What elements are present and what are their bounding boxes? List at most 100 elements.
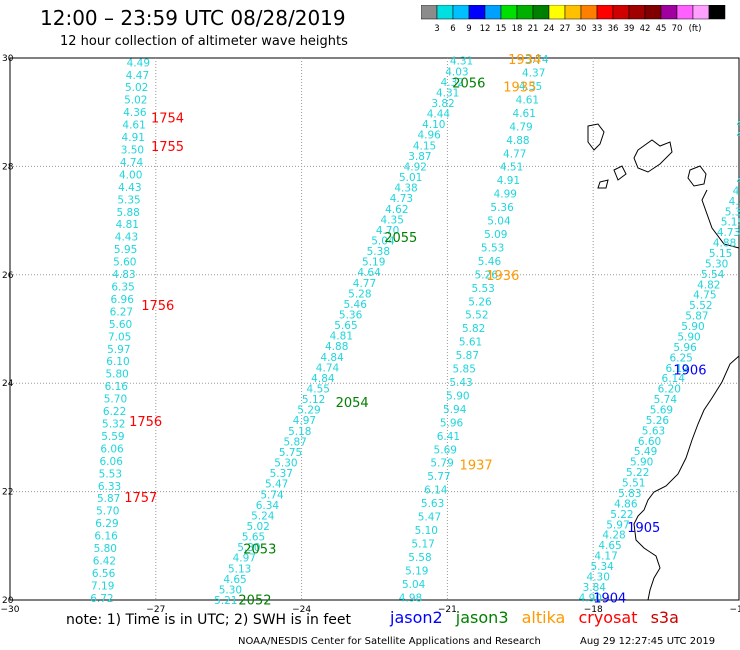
wave-height-value: 4.86 — [614, 498, 638, 510]
wave-height-value: 5.63 — [642, 425, 665, 437]
wave-height-value: 4.28 — [602, 530, 625, 542]
track-time-label: 1905 — [627, 521, 660, 536]
legend-s3a: s3a — [650, 608, 679, 627]
canary-island-gran-canaria — [687, 165, 707, 187]
footer-note-text: note: 1) Time is in UTC; 2) SWH is in fe… — [66, 612, 352, 628]
wave-height-value: 5.22 — [626, 467, 649, 479]
wave-height-value: 5.96 — [440, 417, 464, 429]
wave-height-value: 4.47 — [126, 70, 149, 82]
track-labels: 1754 1755 1756 1756 1757 1934 1935 1936 1937 2056… — [124, 53, 706, 608]
track-time-label: 1756 — [141, 299, 174, 314]
wave-height-value: 4.00 — [119, 169, 142, 181]
canary-island-tenerife — [633, 139, 673, 173]
wave-height-value: 5.70 — [104, 394, 127, 406]
colorbar-label: 70 — [672, 24, 683, 34]
wave-height-value: 5.02 — [124, 95, 147, 107]
wave-height-value: 5.53 — [481, 242, 504, 254]
track-time-label: 2053 — [243, 543, 276, 558]
wave-height-value: 4.97 — [293, 415, 316, 427]
wave-height-value: 4.62 — [385, 204, 408, 216]
wave-height-value: 5.60 — [109, 319, 132, 331]
colorbar-label: 42 — [640, 24, 651, 34]
wave-height-value: 4.03 — [445, 66, 468, 78]
wave-height-value: 5.04 — [402, 579, 426, 591]
wave-height-value: 5.58 — [408, 552, 431, 564]
wave-height-value: 6.34 — [256, 500, 280, 512]
colorbar-label: 33 — [592, 24, 603, 34]
footer-timestamp-text: Aug 29 12:27:45 UTC 2019 — [580, 636, 716, 647]
wave-height-colorbar: 3 6 9 12 15 18 21 24 27 30 33 36 39 42 45 70 (ft) — [421, 5, 726, 34]
colorbar-label: 18 — [512, 24, 523, 34]
wave-height-value: 4.81 — [330, 331, 353, 343]
wave-height-value: 3.87 — [408, 151, 431, 163]
wave-height-value: 4.88 — [506, 135, 529, 147]
wave-height-value: 4.61 — [513, 108, 536, 120]
wave-height-value: 6.12 — [665, 363, 688, 375]
wave-height-value: 4.70 — [376, 225, 399, 237]
wave-height-value: 5.80 — [94, 543, 117, 555]
wave-height-value: 5.63 — [421, 498, 444, 510]
legend-cryosat: cryosat — [578, 608, 638, 627]
wave-height-value: 5.47 — [265, 479, 288, 491]
y-tick-label: 26 — [2, 271, 14, 281]
footer-credit-text: NOAA/NESDIS Center for Satellite Applica… — [238, 636, 541, 647]
y-tick-label: 28 — [2, 162, 14, 172]
wave-height-value: 4.96 — [417, 130, 441, 142]
wave-height-value: 5.69 — [650, 404, 673, 416]
wave-height-value: 5.90 — [681, 321, 704, 333]
wave-height-value: 4.31 — [436, 87, 459, 99]
wave-height-value: 6.25 — [669, 352, 692, 364]
x-tick-label: −18 — [584, 605, 603, 615]
wave-height-value: 4.30 — [733, 185, 740, 197]
wave-height-value: 6.27 — [110, 306, 133, 318]
legend-jason3: jason3 — [455, 608, 509, 627]
wave-height-value: 4.81 — [116, 219, 139, 231]
wave-height-value: 3.84 — [583, 582, 607, 594]
wave-height-value: 4.84 — [320, 352, 344, 364]
wave-height-value: 5.90 — [446, 390, 469, 402]
wave-height-value: 5.46 — [478, 256, 502, 268]
wave-height-value: 5.09 — [484, 229, 507, 241]
wave-height-value: 5.29 — [297, 405, 320, 417]
wave-height-value: 5.26 — [646, 415, 670, 427]
wave-height-value: 6.10 — [106, 356, 129, 368]
wave-height-value: 6.16 — [94, 531, 118, 543]
wave-height-value: 7.19 — [91, 580, 114, 592]
wave-height-value: 5.38 — [367, 246, 390, 258]
wave-height-value: 6.20 — [658, 384, 681, 396]
wave-height-value: 4.73 — [390, 193, 413, 205]
wave-height-value: 4.38 — [394, 183, 417, 195]
wave-height-value: 5.10 — [415, 525, 438, 537]
wave-height-value: 4.15 — [413, 140, 436, 152]
wave-height-value: 4.51 — [500, 162, 523, 174]
colorbar-label: 36 — [608, 24, 619, 34]
colorbar-label: (ft) — [689, 24, 702, 34]
wave-height-value: 3.82 — [431, 98, 454, 110]
wave-height-value: 5.12 — [302, 394, 325, 406]
wave-height-value: 5.21 — [214, 595, 237, 607]
wave-height-value: 5.15 — [709, 248, 732, 260]
wave-height-value: 6.06 — [100, 456, 124, 468]
wave-height-value: 5.46 — [344, 299, 368, 311]
wave-height-value: 5.87 — [283, 436, 306, 448]
wave-height-value: 4.36 — [123, 107, 147, 119]
wave-height-value: 4.37 — [522, 68, 545, 80]
wave-height-value: 5.87 — [97, 493, 120, 505]
track-time-label: 1934 — [508, 53, 541, 68]
colorbar-label: 15 — [496, 24, 507, 34]
wave-height-value: 4.32 — [441, 77, 464, 89]
wave-height-value: 6.35 — [111, 281, 134, 293]
wave-height-value: 4.77 — [503, 148, 526, 160]
wave-height-value: 4.99 — [494, 189, 517, 201]
colorbar-label: 21 — [528, 24, 539, 34]
wave-height-value: 5.77 — [427, 471, 450, 483]
wave-height-value: 6.22 — [103, 406, 126, 418]
wave-height-value: 5.52 — [465, 310, 488, 322]
wave-height-value: 4.47 — [729, 196, 740, 208]
wave-height-value: 5.60 — [113, 257, 136, 269]
africa-coastline — [633, 189, 740, 601]
colorbar-label: 24 — [544, 24, 555, 34]
wave-height-value: 5.47 — [418, 512, 441, 524]
wave-height-value: 5.59 — [101, 431, 124, 443]
y-tick-label: 20 — [2, 596, 14, 606]
